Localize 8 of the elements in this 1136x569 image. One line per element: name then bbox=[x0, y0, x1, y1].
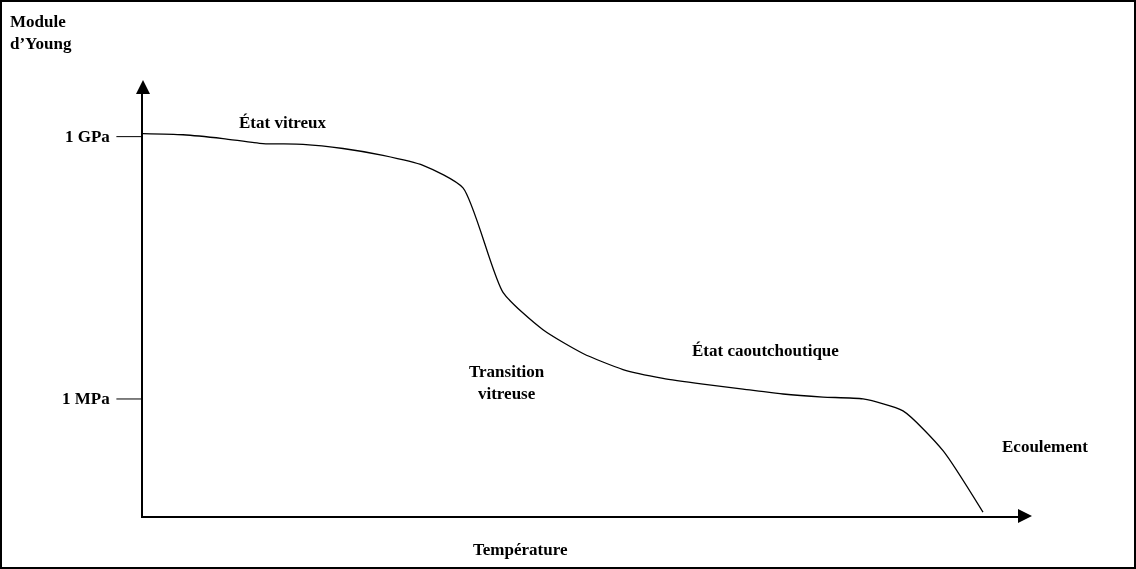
text: État vitreux bbox=[239, 113, 327, 132]
annotation: Ecoulement bbox=[1002, 437, 1089, 456]
annotation: Transition vitreuse bbox=[469, 362, 545, 404]
ref-line-label: 1 GPa bbox=[65, 127, 111, 146]
text: Module d’Young bbox=[10, 12, 72, 54]
annotation: État caoutchoutique bbox=[692, 341, 840, 360]
ref-line-label: 1 MPa bbox=[62, 389, 111, 408]
x-axis-title: Température bbox=[473, 540, 568, 559]
